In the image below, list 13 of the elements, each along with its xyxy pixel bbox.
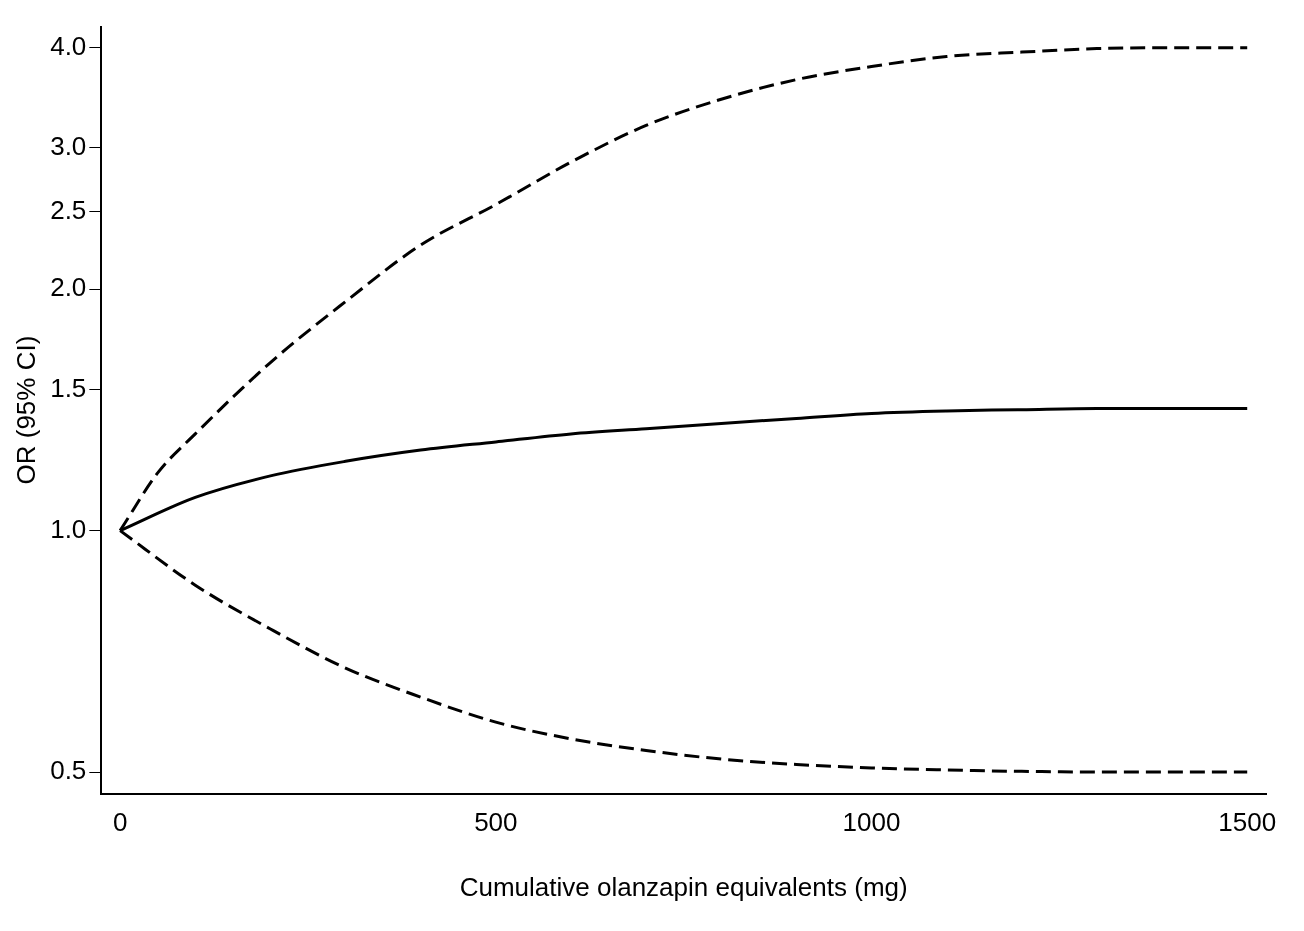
y-tick-label: 4.0 — [50, 30, 87, 61]
y-axis-title: OR (95% CI) — [10, 335, 41, 485]
x-axis-title: Cumulative olanzapin equivalents (mg) — [459, 871, 908, 902]
x-tick-label: 500 — [474, 807, 518, 838]
y-tick-label: 3.0 — [50, 131, 87, 162]
y-tick-label: 1.0 — [50, 513, 87, 544]
y-tick-label: 0.5 — [50, 755, 87, 786]
y-tick-label: 2.0 — [50, 272, 87, 303]
x-tick-label: 0 — [112, 807, 128, 838]
x-tick-label: 1500 — [1218, 807, 1277, 838]
x-tick-label: 1000 — [842, 807, 901, 838]
y-tick-label: 2.5 — [50, 194, 87, 225]
y-tick-label: 1.5 — [50, 372, 87, 403]
